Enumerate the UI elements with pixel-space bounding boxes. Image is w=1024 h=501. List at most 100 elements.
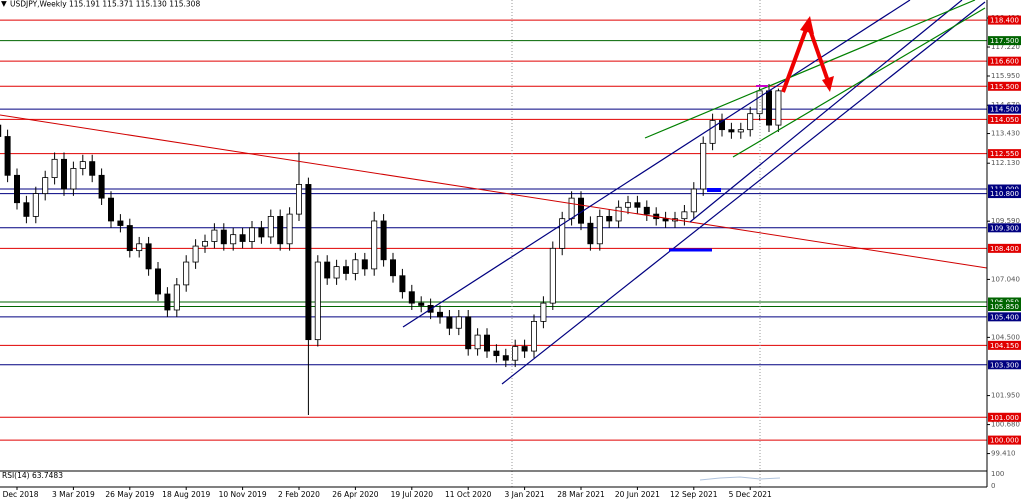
y-tick-label: 107.040 <box>991 275 1020 283</box>
y-tick-label: 109.590 <box>991 217 1020 225</box>
candle-body <box>474 334 481 350</box>
y-tick-label: 117.220 <box>991 43 1020 51</box>
level-label-box <box>988 340 1021 350</box>
x-tick-label: 26 May 2019 <box>105 490 154 499</box>
candle-body <box>455 316 462 329</box>
level-label: 116.600 <box>990 58 1019 66</box>
rsi-line-hint <box>699 476 781 481</box>
candle-body <box>0 124 2 137</box>
candle-body <box>51 158 58 178</box>
level-label: 108.400 <box>990 245 1019 253</box>
level-label-box <box>988 360 1021 370</box>
candle-body <box>230 234 237 245</box>
channel-line <box>501 1 986 385</box>
candle-body <box>681 211 688 220</box>
candle-body <box>305 184 312 341</box>
candle-body <box>615 206 622 222</box>
arrow-head <box>800 16 814 34</box>
x-tick-label: 10 Nov 2019 <box>219 490 267 499</box>
level-label: 117.500 <box>990 37 1019 45</box>
candle-body <box>324 261 331 279</box>
level-label: 114.500 <box>990 106 1019 114</box>
level-label-box <box>988 312 1021 322</box>
candle-body <box>192 245 199 263</box>
level-label: 118.400 <box>990 17 1019 25</box>
candle-body <box>70 168 77 190</box>
candle-body <box>512 346 519 361</box>
level-label-box <box>988 149 1021 159</box>
candle-body <box>521 346 528 352</box>
candle-body <box>502 355 509 361</box>
x-tick-label: 9 Dec 2018 <box>0 490 39 499</box>
trend-line <box>0 114 988 269</box>
rsi-label: RSI(14) 63.7483 <box>2 471 63 480</box>
level-label-box <box>988 412 1021 422</box>
candle-body <box>408 291 415 304</box>
candle-body <box>634 202 641 208</box>
rsi-tick-label: 0 <box>991 482 995 490</box>
level-label: 110.800 <box>990 190 1019 198</box>
candle-body <box>117 220 124 226</box>
level-label: 103.300 <box>990 361 1019 369</box>
candle-body <box>446 316 453 329</box>
candle-body <box>418 302 425 306</box>
candle-body <box>493 350 500 357</box>
x-tick-label: 2 Feb 2020 <box>278 490 320 499</box>
candle-body <box>267 215 274 238</box>
candle-body <box>766 90 773 126</box>
candle-body <box>248 227 255 242</box>
candle-body <box>719 120 726 131</box>
x-tick-label: 3 Jan 2021 <box>504 490 544 499</box>
candle-body <box>436 311 443 318</box>
x-tick-label: 3 Mar 2019 <box>52 490 95 499</box>
candle-body <box>32 193 39 217</box>
candle-body <box>465 316 472 350</box>
x-tick-label: 19 Jul 2020 <box>391 490 434 499</box>
candle-body <box>154 268 161 295</box>
candle-body <box>89 161 96 176</box>
level-label: 104.150 <box>990 342 1019 350</box>
level-label-box <box>988 297 1021 307</box>
level-label: 115.500 <box>990 83 1019 91</box>
level-label-box <box>988 302 1021 312</box>
candle-body <box>483 334 490 352</box>
candle-body <box>775 90 782 126</box>
level-label: 109.300 <box>990 224 1019 232</box>
candle-body <box>690 188 697 213</box>
candle-body <box>531 320 538 352</box>
x-tick-label: 26 Apr 2020 <box>332 490 379 499</box>
candle-body <box>108 197 115 222</box>
candle-body <box>371 220 378 270</box>
candle-body <box>286 213 293 245</box>
x-tick-label: 20 Jun 2021 <box>615 490 660 499</box>
candle-body <box>79 161 86 169</box>
candle-body <box>389 259 396 277</box>
level-label-box <box>988 189 1021 199</box>
candle-body <box>314 261 321 341</box>
y-tick-label: 112.130 <box>991 159 1020 167</box>
level-label-box <box>988 114 1021 124</box>
candle-body <box>145 243 152 270</box>
candle-body <box>747 113 754 131</box>
candle-body <box>333 266 340 279</box>
level-label-box <box>988 81 1021 91</box>
arrow-head <box>822 76 834 92</box>
candle-body <box>737 129 744 133</box>
level-label-box <box>988 104 1021 114</box>
y-tick-label: 100.680 <box>991 421 1020 429</box>
candle-body <box>587 222 594 245</box>
candle-body <box>559 218 566 249</box>
candle-body <box>13 174 20 204</box>
candle-body <box>643 206 650 215</box>
x-tick-label: 12 Sep 2021 <box>670 490 718 499</box>
candle-body <box>173 284 180 311</box>
candle-body <box>258 227 265 238</box>
rsi-tick-label: 100 <box>991 470 1004 478</box>
level-label: 112.550 <box>990 150 1019 158</box>
candle-body <box>42 177 49 194</box>
candle-body <box>277 215 284 245</box>
candle-body <box>342 266 349 274</box>
level-label: 100.000 <box>990 437 1019 445</box>
candle-body <box>61 158 68 190</box>
candle-body <box>126 225 133 252</box>
